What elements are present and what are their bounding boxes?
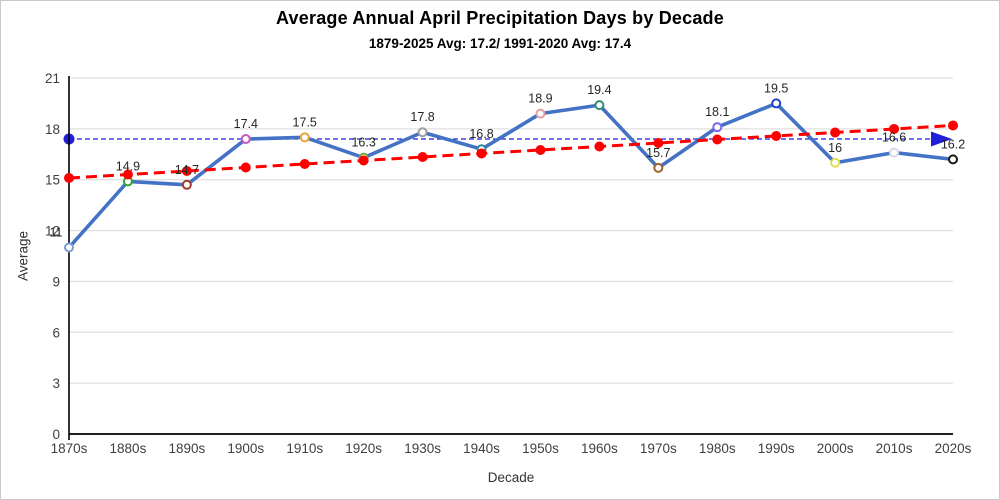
trend-point-dot bbox=[240, 162, 251, 173]
trend-point-dot bbox=[653, 137, 664, 148]
x-tick-label: 1970s bbox=[640, 441, 677, 456]
data-label: 17.5 bbox=[293, 115, 317, 129]
data-label: 16.8 bbox=[469, 127, 493, 141]
data-label: 14.9 bbox=[116, 159, 140, 173]
data-label: 19.5 bbox=[764, 81, 788, 95]
data-point-marker bbox=[417, 127, 428, 138]
trend-point-dot bbox=[830, 127, 841, 138]
x-tick-label: 1980s bbox=[699, 441, 736, 456]
x-tick-label: 2010s bbox=[876, 441, 913, 456]
trend-point-dot bbox=[358, 155, 369, 166]
x-tick-label: 1960s bbox=[581, 441, 618, 456]
data-point-marker bbox=[653, 162, 664, 173]
trend-point-dot bbox=[122, 169, 133, 180]
data-label: 16.2 bbox=[941, 137, 965, 151]
x-tick-label: 2020s bbox=[935, 441, 972, 456]
trend-point-dot bbox=[535, 144, 546, 155]
y-tick-label: 0 bbox=[52, 427, 60, 442]
series-line bbox=[67, 101, 955, 250]
data-label: 16.3 bbox=[351, 136, 375, 150]
trend-point-dot bbox=[64, 173, 74, 184]
data-label: 17.8 bbox=[410, 110, 434, 124]
y-tick-label: 21 bbox=[45, 71, 60, 86]
x-tick-label: 1880s bbox=[110, 441, 147, 456]
trend-point-dot bbox=[594, 141, 605, 152]
data-point-marker bbox=[771, 98, 782, 109]
x-tick-label: 1900s bbox=[227, 441, 264, 456]
data-label: 16 bbox=[828, 141, 842, 155]
trend-point-dot bbox=[181, 166, 192, 177]
y-tick-label: 12 bbox=[45, 224, 60, 239]
reference-line-arrow-icon bbox=[931, 131, 952, 147]
data-label: 17.4 bbox=[234, 117, 258, 131]
x-tick-label: 1910s bbox=[286, 441, 323, 456]
x-tick-label: 2000s bbox=[817, 441, 854, 456]
data-label: 11 bbox=[50, 226, 63, 240]
data-point-marker bbox=[948, 154, 958, 165]
x-axis-title: Decade bbox=[487, 470, 535, 485]
data-point-marker bbox=[299, 132, 310, 143]
trend-point-dot bbox=[417, 151, 428, 162]
y-tick-label: 15 bbox=[45, 173, 60, 188]
data-point-marker bbox=[535, 108, 546, 119]
chart-subtitle: 1879-2025 Avg: 17.2/ 1991-2020 Avg: 17.4 bbox=[368, 36, 632, 51]
x-tick-label: 1930s bbox=[404, 441, 441, 456]
data-point-marker bbox=[830, 157, 841, 168]
data-point-marker bbox=[712, 122, 723, 133]
y-tick-label: 6 bbox=[52, 325, 60, 340]
x-tick-label: 1890s bbox=[168, 441, 205, 456]
trend-point-dot bbox=[771, 130, 782, 141]
x-tick-label: 1940s bbox=[463, 441, 500, 456]
data-label: 18.1 bbox=[705, 105, 729, 119]
x-tick-label: 1990s bbox=[758, 441, 795, 456]
y-tick-label: 3 bbox=[52, 376, 60, 391]
y-tick-label: 9 bbox=[52, 274, 60, 289]
trend-line bbox=[68, 123, 954, 180]
x-tick-label: 1870s bbox=[51, 441, 88, 456]
trend-point-dot bbox=[712, 134, 723, 145]
chart-title: Average Annual April Precipitation Days … bbox=[276, 8, 724, 28]
data-point-marker bbox=[181, 179, 192, 190]
y-axis-title: Average bbox=[15, 230, 31, 282]
data-label: 14.7 bbox=[175, 163, 199, 177]
data-label: 15.7 bbox=[646, 146, 670, 160]
x-tick-label: 1950s bbox=[522, 441, 559, 456]
data-point-marker bbox=[594, 100, 605, 111]
trend-point-dot bbox=[948, 120, 958, 131]
trend-point-dot bbox=[889, 123, 900, 134]
data-label: 19.4 bbox=[587, 83, 611, 97]
trend-point-dot bbox=[476, 148, 487, 159]
data-label: 16.6 bbox=[882, 131, 906, 145]
y-tick-label: 18 bbox=[45, 122, 60, 137]
data-point-marker bbox=[889, 147, 900, 158]
x-tick-label: 1920s bbox=[345, 441, 382, 456]
trend-point-dot bbox=[299, 159, 310, 170]
data-label: 18.9 bbox=[528, 92, 552, 106]
data-point-marker bbox=[240, 134, 251, 145]
data-point-marker bbox=[64, 242, 74, 253]
